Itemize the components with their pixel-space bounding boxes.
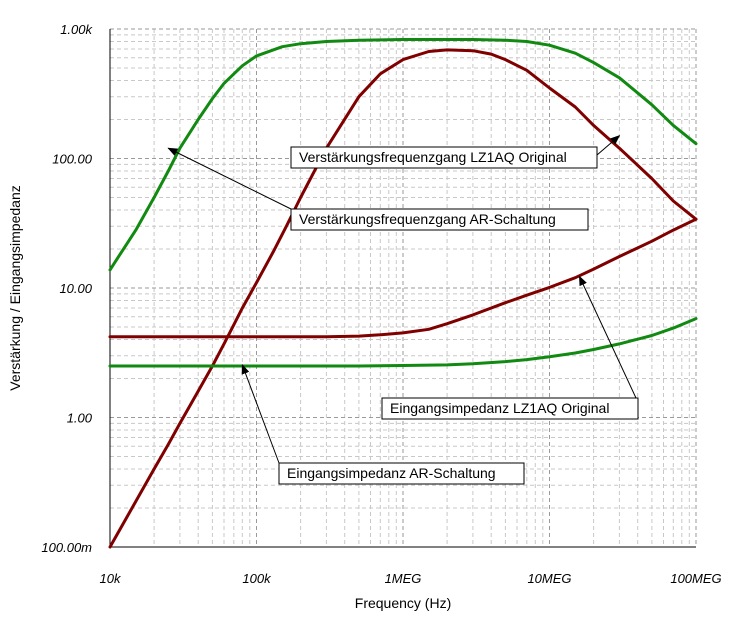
x-tick-label: 100MEG bbox=[670, 571, 721, 586]
annotation-label: Eingangsimpedanz AR-Schaltung bbox=[287, 465, 496, 481]
x-tick-label: 10k bbox=[100, 571, 122, 586]
series-line-zin-lz1aq bbox=[108, 217, 698, 339]
y-axis-title: Verstärkung / Eingangsimpedanz bbox=[7, 185, 23, 390]
series-line-gain-ar bbox=[108, 38, 698, 272]
y-tick-label: 100.00 bbox=[52, 152, 93, 167]
annotation-arrow bbox=[596, 135, 621, 156]
y-tick-label: 10.00 bbox=[59, 281, 92, 296]
y-tick-label: 1.00k bbox=[60, 22, 93, 37]
series-line-zin-ar bbox=[108, 317, 698, 368]
annotation-arrow bbox=[167, 147, 292, 210]
axis-ticks: 10k 100k 1MEG 10MEG 100MEG 100.00m 1.00 10.00 10… bbox=[41, 22, 721, 586]
annotation-box bbox=[290, 208, 589, 231]
y-tick-label: 1.00 bbox=[67, 411, 93, 426]
x-tick-label: 10MEG bbox=[527, 571, 571, 586]
y-tick-label: 100.00m bbox=[41, 540, 92, 555]
annotation-box bbox=[278, 462, 525, 485]
annotation-arrow bbox=[241, 363, 280, 464]
annotation-label: Verstärkungsfrequenzgang LZ1AQ Original bbox=[299, 149, 567, 165]
annotation-label: Verstärkungsfrequenzgang AR-Schaltung bbox=[299, 211, 556, 227]
grid bbox=[109, 28, 697, 548]
annotation-arrow bbox=[578, 275, 637, 399]
x-tick-label: 1MEG bbox=[385, 571, 422, 586]
series-line-gain-lz1aq bbox=[108, 48, 698, 549]
annotation-label: Eingangsimpedanz LZ1AQ Original bbox=[390, 400, 609, 416]
series-group bbox=[108, 38, 698, 549]
annotations: Verstärkungsfrequenzgang LZ1AQ Original V… bbox=[167, 135, 639, 485]
annotation-box bbox=[381, 397, 639, 420]
x-axis-title: Frequency (Hz) bbox=[355, 595, 451, 611]
x-tick-label: 100k bbox=[242, 571, 272, 586]
annotation-box bbox=[290, 146, 598, 169]
